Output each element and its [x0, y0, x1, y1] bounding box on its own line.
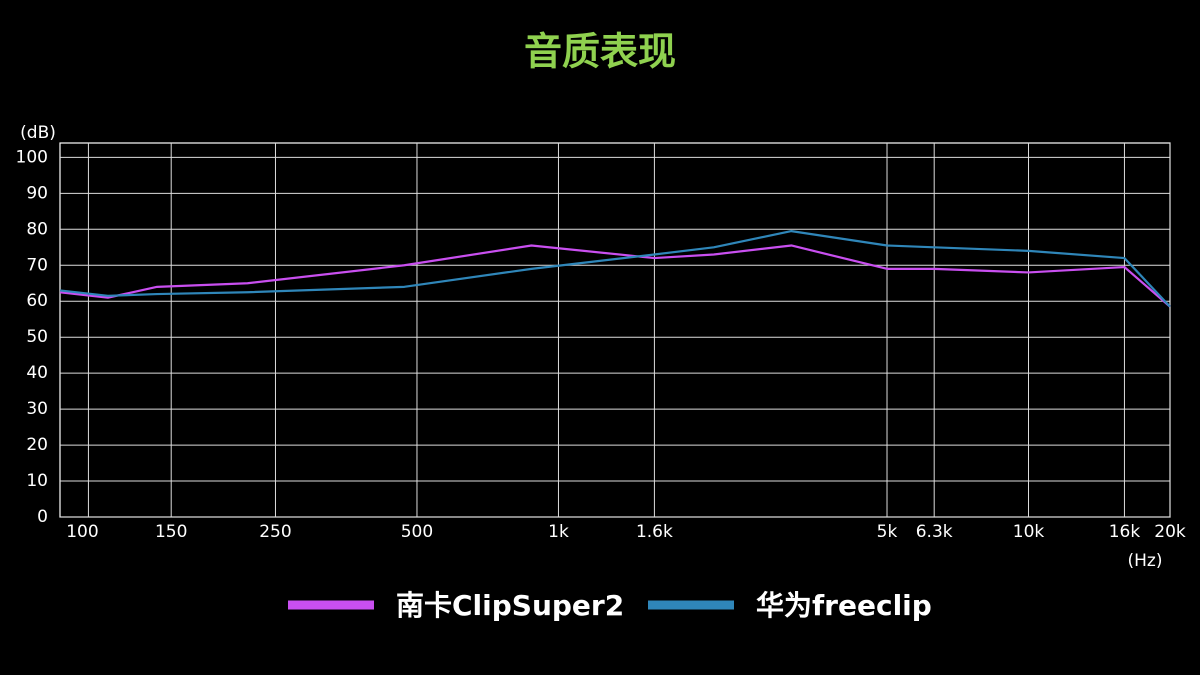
x-tick-label: 1.6k	[636, 522, 673, 542]
x-tick-label: 5k	[877, 522, 898, 542]
x-tick-label: 250	[259, 522, 291, 542]
y-tick-label: 60	[26, 291, 48, 311]
y-tick-label: 80	[26, 219, 48, 239]
x-tick-label: 150	[155, 522, 187, 542]
y-tick-label: 0	[37, 507, 48, 527]
y-tick-label: 10	[26, 471, 48, 491]
y-tick-label: 40	[26, 363, 48, 383]
legend-label: 南卡ClipSuper2	[396, 589, 624, 622]
x-tick-label: 10k	[1013, 522, 1045, 542]
x-axis-label: (Hz)	[1128, 551, 1163, 571]
series-line	[59, 244, 1171, 308]
plot-frame	[59, 142, 1171, 518]
x-tick-label: 1k	[548, 522, 569, 542]
y-tick-label: 90	[26, 183, 48, 203]
x-tick-label: 500	[401, 522, 433, 542]
x-tick-label: 16k	[1109, 522, 1141, 542]
x-tick-label: 100	[66, 522, 98, 542]
y-tick-label: 20	[26, 435, 48, 455]
y-tick-label: 30	[26, 399, 48, 419]
y-tick-label: 100	[16, 147, 48, 167]
series-line	[59, 230, 1171, 308]
legend-label: 华为freeclip	[756, 589, 932, 622]
x-tick-label: 6.3k	[916, 522, 953, 542]
y-axis-label: (dB)	[20, 123, 56, 143]
y-tick-label: 50	[26, 327, 48, 347]
x-tick-label: 20k	[1154, 522, 1186, 542]
y-tick-label: 70	[26, 255, 48, 275]
chart-title: 音质表现	[524, 30, 676, 74]
